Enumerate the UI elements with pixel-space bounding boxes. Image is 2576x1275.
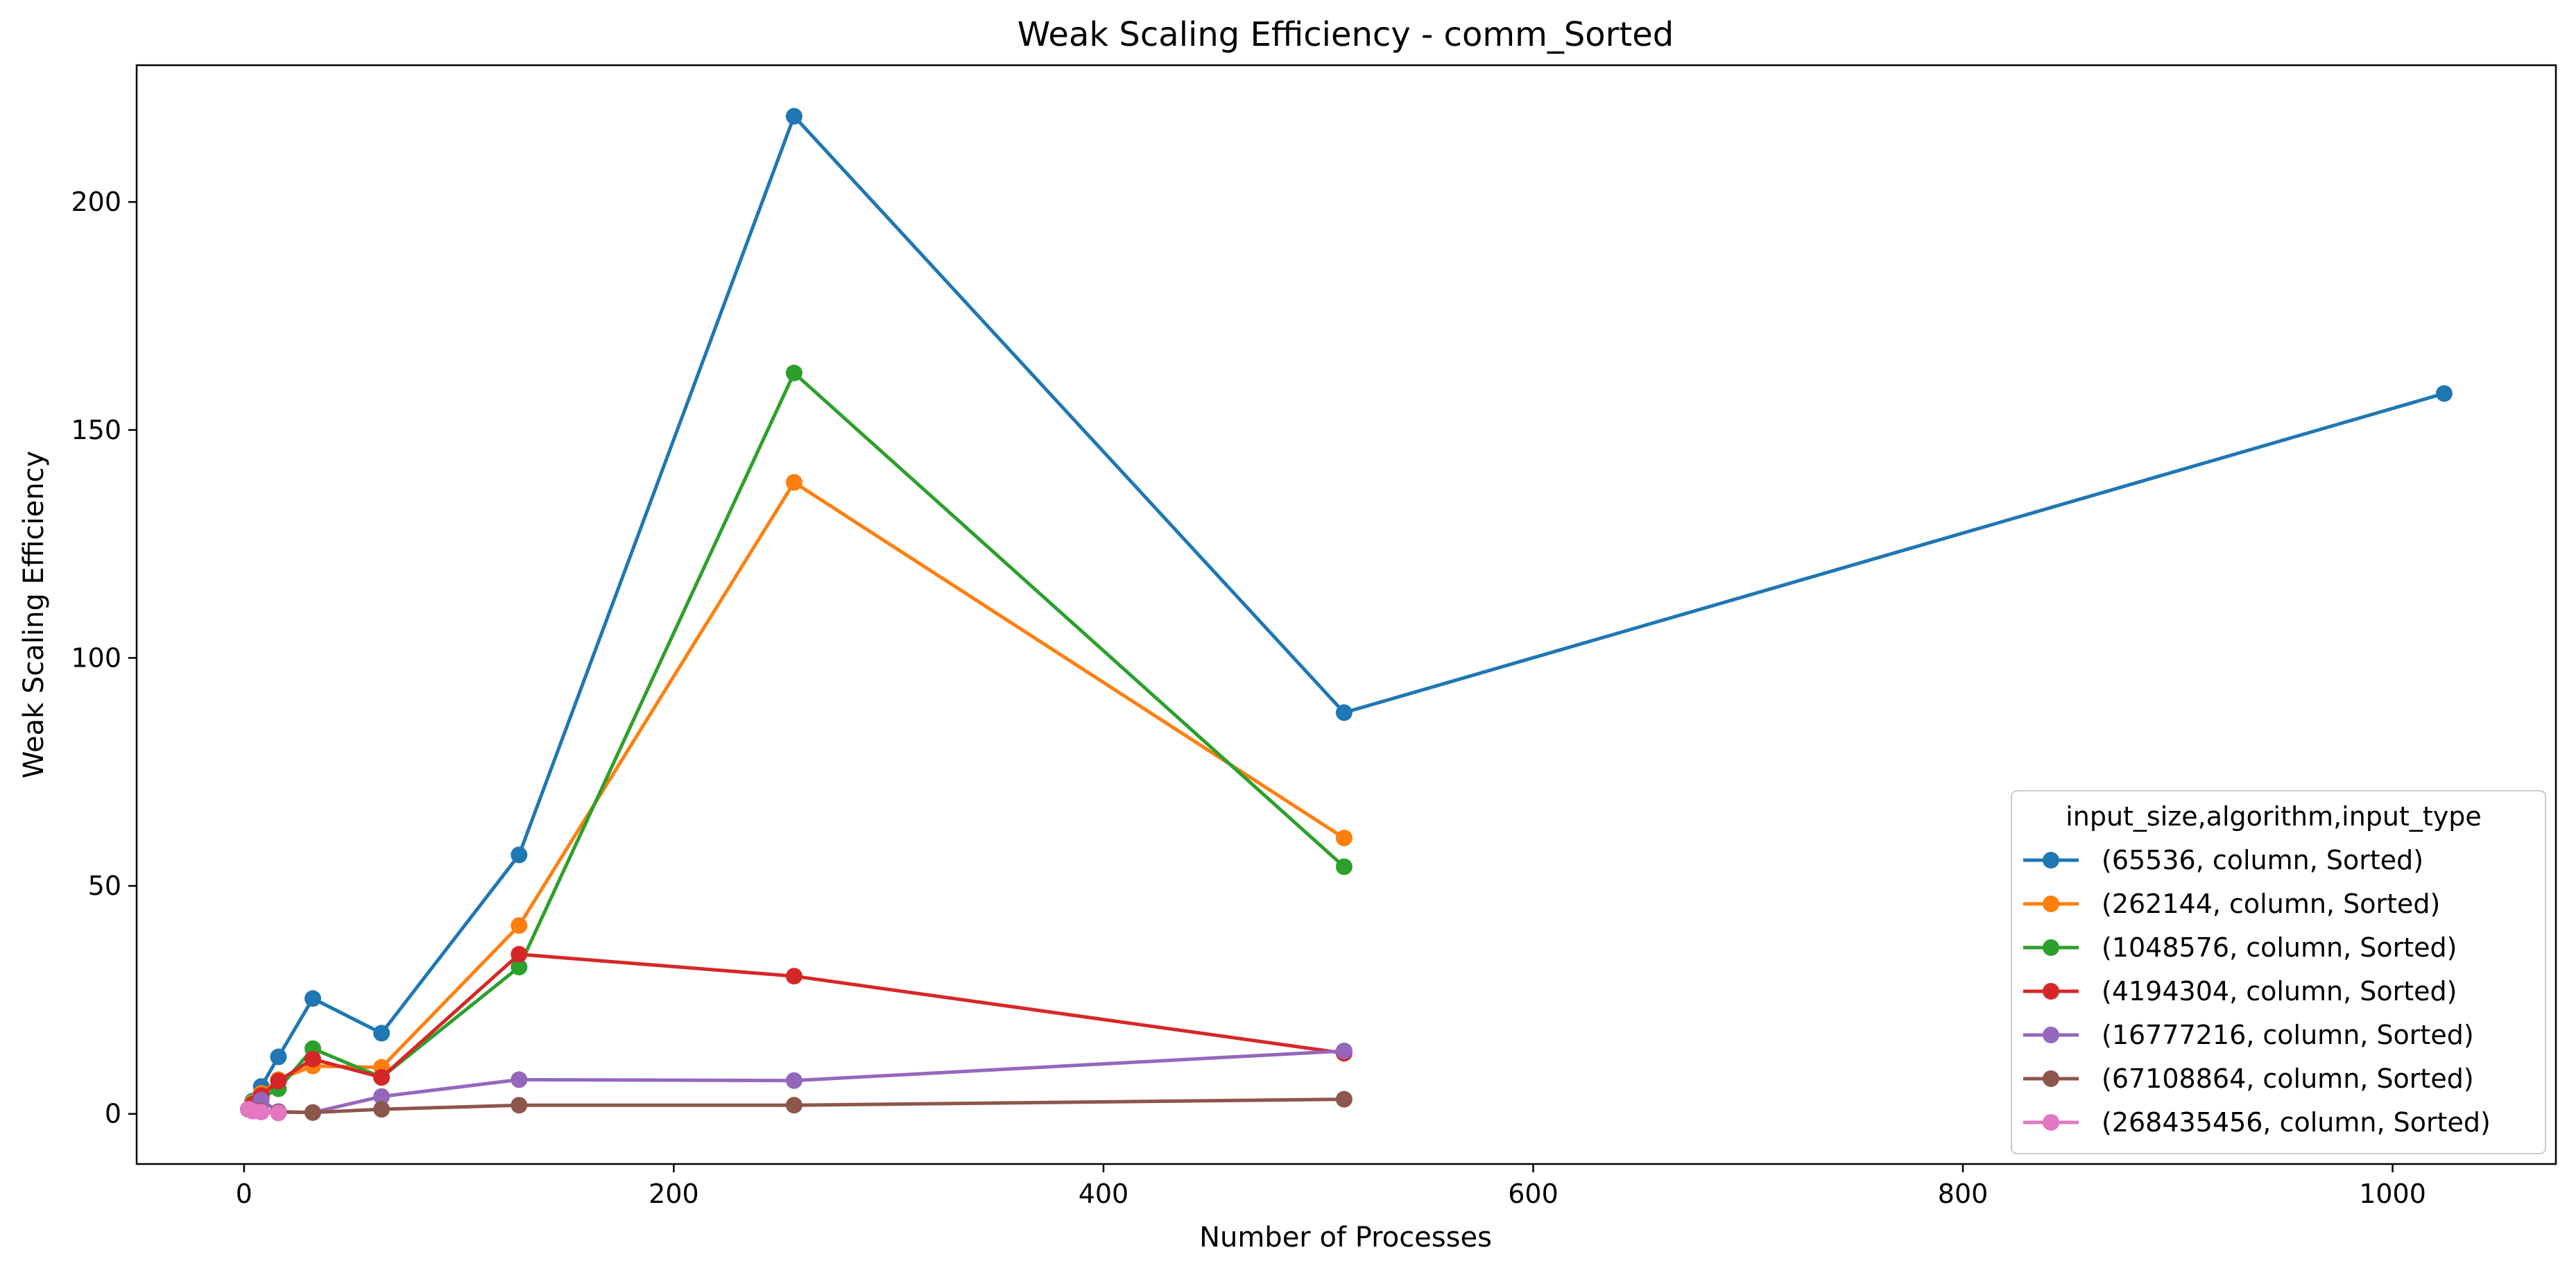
legend-marker <box>2043 1070 2059 1087</box>
data-point <box>270 1104 287 1122</box>
legend-label: (65536, column, Sorted) <box>2102 845 2423 875</box>
data-point <box>510 1071 528 1088</box>
legend-label: (262144, column, Sorted) <box>2102 889 2440 919</box>
y-tick-label: 100 <box>71 642 121 673</box>
legend-marker <box>2043 939 2059 956</box>
data-point <box>785 1072 802 1089</box>
x-axis-ticks: 0 200 400 600 800 1000 <box>236 1164 2426 1209</box>
legend-marker <box>2043 983 2059 1000</box>
legend-entry: (4194304, column, Sorted) <box>2023 976 2457 1007</box>
data-point <box>785 108 802 125</box>
data-point <box>2435 385 2453 402</box>
data-point <box>373 1025 390 1042</box>
legend-box <box>2011 790 2546 1154</box>
data-point <box>510 1097 528 1114</box>
legend-entry: (65536, column, Sorted) <box>2023 845 2423 875</box>
series-layer <box>240 108 2453 1122</box>
legend-label: (4194304, column, Sorted) <box>2102 976 2457 1007</box>
data-point <box>252 1104 270 1121</box>
data-point <box>270 1072 287 1090</box>
legend-marker <box>2043 1114 2059 1131</box>
data-point <box>510 917 528 934</box>
legend-label: (67108864, column, Sorted) <box>2102 1063 2474 1094</box>
data-point <box>270 1048 287 1066</box>
x-axis-label: Number of Processes <box>1199 1222 1492 1253</box>
legend-entries: (65536, column, Sorted) (262144, column, … <box>2023 845 2491 1138</box>
data-point <box>785 474 802 491</box>
chart-title: Weak Scaling Efficiency - comm_Sorted <box>1017 15 1674 54</box>
y-tick-label: 50 <box>88 871 121 901</box>
y-tick-label: 200 <box>71 187 121 217</box>
x-tick-label: 0 <box>236 1179 252 1209</box>
legend-label: (1048576, column, Sorted) <box>2102 932 2457 963</box>
series-7 <box>240 1101 287 1122</box>
legend-marker <box>2043 852 2059 868</box>
data-point <box>1335 1090 1353 1108</box>
y-tick-label: 150 <box>71 415 121 445</box>
legend-marker <box>2043 1027 2059 1043</box>
legend-label: (268435456, column, Sorted) <box>2102 1107 2491 1138</box>
x-tick-label: 400 <box>1079 1179 1129 1209</box>
data-point <box>1335 830 1353 847</box>
data-point <box>304 1050 322 1068</box>
data-point <box>510 959 528 976</box>
data-point <box>304 1104 322 1121</box>
x-tick-label: 800 <box>1938 1179 1989 1209</box>
legend-entry: (262144, column, Sorted) <box>2023 889 2440 919</box>
data-point <box>785 364 802 382</box>
plot-area <box>135 64 2557 1165</box>
data-point <box>373 1069 390 1086</box>
data-point <box>785 968 802 985</box>
x-tick-label: 600 <box>1508 1179 1559 1209</box>
legend-title: input_size,algorithm,input_type <box>2066 801 2482 832</box>
legend-marker <box>2043 896 2059 912</box>
data-point <box>785 1097 802 1114</box>
data-point <box>1335 704 1353 721</box>
x-tick-label: 200 <box>649 1179 699 1209</box>
data-point <box>373 1088 390 1105</box>
data-point <box>1335 858 1353 875</box>
data-point <box>1335 1042 1353 1059</box>
legend-entry: (67108864, column, Sorted) <box>2023 1063 2474 1094</box>
data-point <box>373 1101 390 1118</box>
y-axis-label: Weak Scaling Efficiency <box>18 451 50 778</box>
y-axis-ticks: 0 50 100 150 200 <box>71 187 137 1129</box>
y-tick-label: 0 <box>105 1099 121 1129</box>
legend-entry: (268435456, column, Sorted) <box>2023 1107 2491 1138</box>
legend-entry: (1048576, column, Sorted) <box>2023 932 2457 963</box>
data-point <box>304 990 322 1007</box>
x-tick-label: 1000 <box>2359 1179 2426 1209</box>
legend-label: (16777216, column, Sorted) <box>2102 1020 2474 1050</box>
legend-entry: (16777216, column, Sorted) <box>2023 1020 2474 1050</box>
data-point <box>510 945 528 963</box>
data-point <box>510 846 528 864</box>
legend: input_size,algorithm,input_type (65536, … <box>2011 790 2546 1154</box>
